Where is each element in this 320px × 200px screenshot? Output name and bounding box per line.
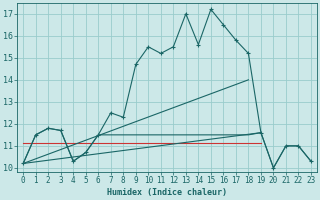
X-axis label: Humidex (Indice chaleur): Humidex (Indice chaleur) bbox=[107, 188, 227, 197]
